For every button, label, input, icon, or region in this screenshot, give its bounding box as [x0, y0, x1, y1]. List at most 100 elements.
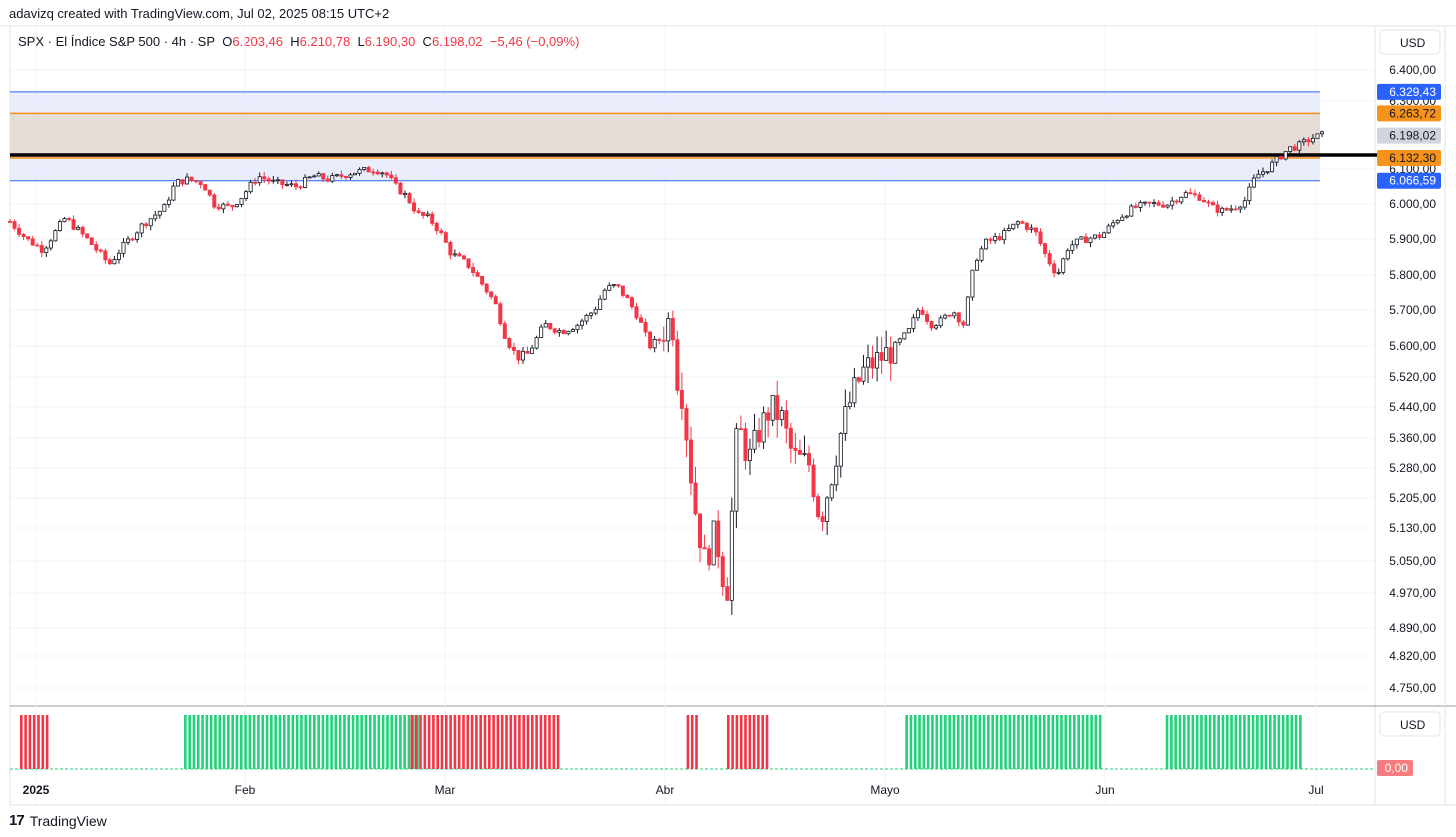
candle-body — [280, 179, 285, 186]
candle-body — [1179, 196, 1184, 203]
signal-bar — [726, 715, 730, 769]
signal-bar — [1217, 715, 1220, 769]
candle-body — [1106, 225, 1111, 234]
candle-body — [1056, 271, 1061, 274]
candle-body — [284, 184, 289, 186]
y-tick-label: 5.130,00 — [1389, 521, 1436, 535]
signal-bar — [748, 715, 752, 769]
signal-bar — [368, 715, 372, 769]
signal-bar — [744, 715, 747, 769]
candle-body — [1015, 221, 1020, 225]
signal-bar — [338, 715, 342, 769]
x-tick-label: 2025 — [23, 783, 50, 797]
candle-body — [475, 272, 480, 277]
candle-body — [611, 284, 616, 287]
candle-body — [698, 513, 703, 549]
signal-bar — [948, 715, 951, 769]
candle-body — [312, 175, 317, 178]
candle-body — [271, 179, 276, 182]
signal-bar — [1174, 715, 1177, 769]
candle-body — [12, 221, 17, 229]
candle-body — [480, 275, 485, 285]
signal-bar — [427, 715, 431, 769]
candle-body — [1156, 202, 1161, 206]
candle-body — [688, 439, 693, 484]
candle-body — [366, 167, 371, 173]
signal-bar — [1273, 715, 1276, 769]
signal-bar — [1281, 715, 1285, 769]
candle-body — [784, 410, 789, 429]
signal-bar — [999, 715, 1003, 769]
candle-body — [884, 347, 889, 361]
candle-body — [1229, 208, 1234, 211]
candle-body — [262, 176, 267, 180]
signal-bar — [1238, 715, 1242, 769]
candle-body — [861, 366, 866, 382]
candle-body — [711, 520, 716, 566]
signal-bar — [470, 715, 474, 769]
signal-bar — [248, 715, 252, 769]
candle-body — [493, 296, 498, 305]
candle-body — [575, 324, 580, 330]
candle-body — [471, 267, 476, 274]
y-tick-label: 5.900,00 — [1389, 232, 1436, 246]
candle-body — [334, 174, 339, 177]
candle-body — [103, 250, 108, 261]
candle-body — [425, 213, 430, 216]
candle-body — [825, 497, 830, 522]
candle-body — [906, 328, 911, 334]
candle-body — [212, 194, 217, 208]
signal-bar — [24, 715, 27, 769]
candle-body — [457, 253, 462, 257]
signal-bar — [334, 715, 338, 769]
candle-body — [180, 179, 185, 185]
y-tick-label: 5.280,00 — [1389, 461, 1436, 475]
candle-body — [1070, 244, 1075, 251]
signal-bar — [939, 715, 943, 769]
candle-body — [116, 252, 121, 260]
signal-bar — [905, 715, 908, 769]
signal-bar — [466, 715, 470, 769]
candle-body — [1047, 253, 1052, 265]
y-tick-label: 4.750,00 — [1389, 681, 1436, 695]
signal-bar — [935, 715, 939, 769]
candle-body — [1129, 205, 1134, 217]
candle-body — [1247, 186, 1252, 202]
signal-bar — [419, 715, 422, 769]
candle-body — [670, 318, 675, 341]
candle-body — [1265, 171, 1270, 174]
candle-body — [416, 210, 421, 213]
signal-bar — [982, 715, 986, 769]
candle-body — [1102, 232, 1107, 238]
y-tick-label: 6.000,00 — [1389, 197, 1436, 211]
signal-bar — [931, 715, 934, 769]
candle-body — [938, 317, 943, 327]
candle-body — [1020, 221, 1025, 224]
candle-body — [816, 496, 821, 518]
candle-body — [602, 289, 607, 300]
candle-body — [1002, 230, 1007, 241]
candle-body — [1029, 227, 1034, 230]
signal-bar — [765, 715, 769, 769]
candle-body — [693, 482, 698, 515]
currency-box — [1379, 29, 1441, 55]
candle-body — [443, 232, 448, 243]
candle-body — [974, 259, 979, 271]
signal-bar — [991, 715, 994, 769]
candle-body — [625, 294, 630, 299]
signal-bar — [196, 715, 200, 769]
candle-body — [1043, 243, 1048, 254]
candle-body — [684, 408, 689, 441]
signal-bar — [436, 715, 439, 769]
candle-body — [216, 206, 221, 210]
signal-bar — [1008, 715, 1012, 769]
candle-body — [589, 312, 594, 316]
high-value: 6.210,78 — [299, 34, 351, 49]
candle-body — [925, 313, 930, 322]
y-tick-label: 5.700,00 — [1389, 303, 1436, 317]
open-label: O — [222, 34, 233, 49]
signal-bar — [974, 715, 977, 769]
candle-body — [30, 238, 35, 246]
candle-body — [720, 556, 725, 587]
